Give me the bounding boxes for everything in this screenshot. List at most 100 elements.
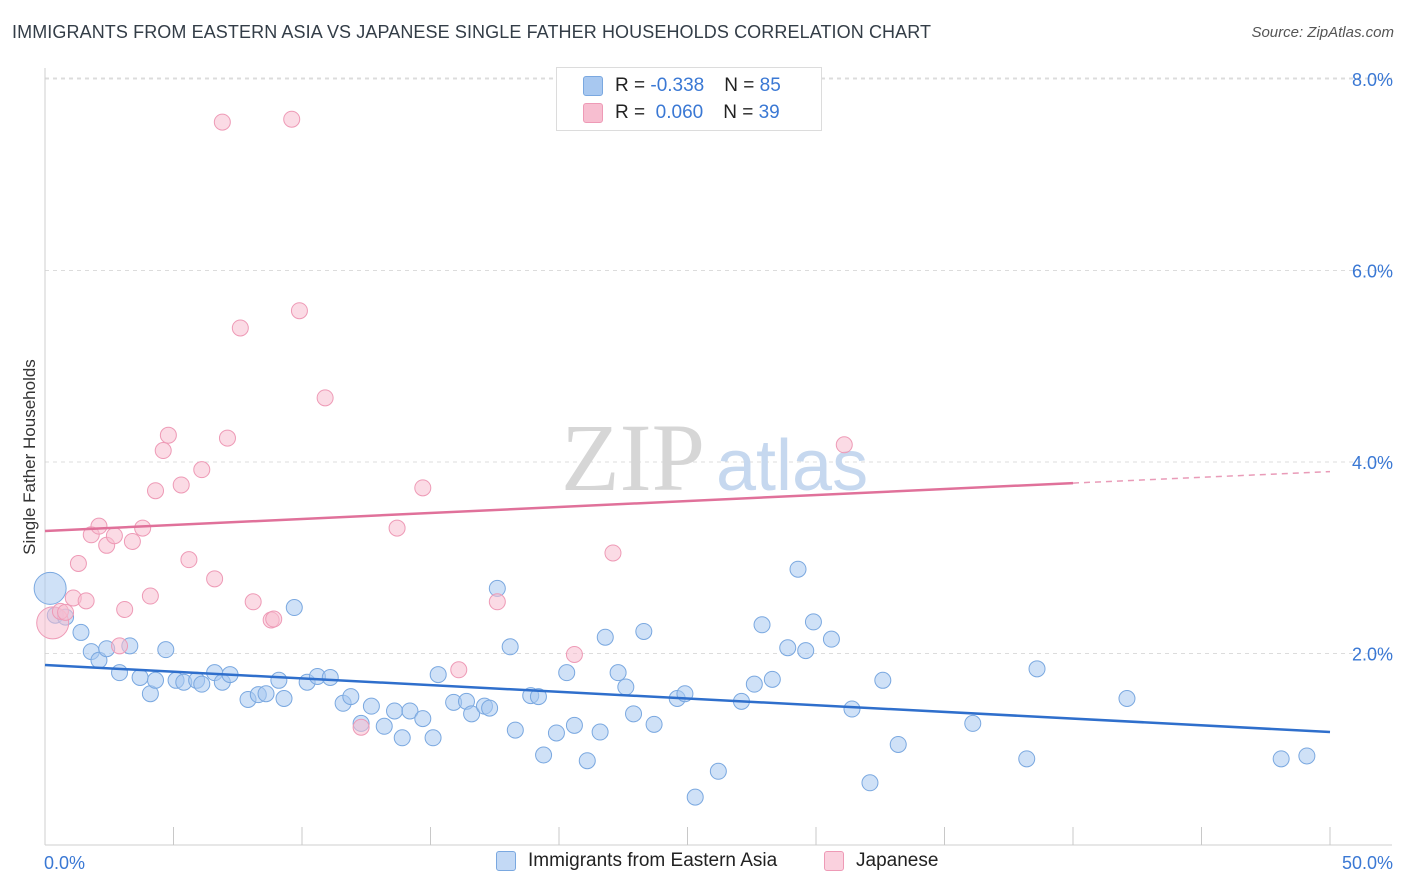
legend-n-value: 39: [758, 102, 780, 123]
point-eastern-asia: [33, 571, 67, 605]
point-eastern-asia: [111, 664, 129, 682]
point-eastern-asia: [147, 671, 165, 689]
point-eastern-asia: [843, 700, 861, 718]
point-japanese: [265, 610, 283, 628]
trend-lines: [44, 470, 1331, 734]
point-eastern-asia: [424, 729, 442, 747]
legend-swatch-blue: [583, 76, 603, 96]
point-japanese: [69, 554, 87, 572]
point-eastern-asia: [393, 729, 411, 747]
point-eastern-asia: [591, 723, 609, 741]
point-eastern-asia: [157, 641, 175, 659]
x-axis-min-label: 0.0%: [44, 853, 85, 873]
point-eastern-asia: [285, 599, 303, 617]
point-eastern-asia: [321, 668, 339, 686]
point-eastern-asia: [463, 705, 481, 723]
point-eastern-asia: [635, 622, 653, 640]
legend-n-label: N =: [723, 102, 759, 123]
point-eastern-asia: [779, 639, 797, 657]
point-eastern-asia: [889, 735, 907, 753]
legend-r-value: -0.338: [650, 75, 705, 96]
point-eastern-asia: [1272, 750, 1290, 768]
point-eastern-asia: [401, 702, 419, 720]
point-eastern-asia: [270, 671, 288, 689]
point-eastern-asia: [1298, 747, 1316, 765]
point-eastern-asia: [414, 710, 432, 728]
point-japanese: [193, 461, 211, 479]
point-eastern-asia: [789, 560, 807, 578]
point-japanese: [154, 442, 172, 460]
point-japanese: [316, 389, 334, 407]
point-eastern-asia: [625, 705, 643, 723]
point-japanese: [105, 527, 123, 545]
legend-n-value: 85: [759, 75, 781, 96]
point-eastern-asia: [275, 690, 293, 708]
point-japanese: [134, 519, 152, 537]
point-eastern-asia: [342, 688, 360, 706]
point-eastern-asia: [645, 715, 663, 733]
y-axis-label: Single Father Households: [20, 359, 39, 555]
x-axis-ticks: [173, 827, 1331, 845]
point-japanese: [141, 587, 159, 605]
point-japanese: [111, 637, 129, 655]
point-japanese: [283, 110, 301, 128]
point-japanese: [159, 426, 177, 444]
point-eastern-asia: [745, 675, 763, 693]
point-eastern-asia: [386, 702, 404, 720]
data-points: [33, 110, 1316, 806]
y-tick-label: 4.0%: [1352, 453, 1393, 473]
point-japanese: [414, 479, 432, 497]
legend-swatch-blue: [496, 851, 516, 871]
point-eastern-asia: [763, 670, 781, 688]
point-japanese: [90, 517, 108, 535]
point-eastern-asia: [1028, 660, 1046, 678]
y-tick-label: 8.0%: [1352, 70, 1393, 90]
watermark-zip: ZIP: [561, 404, 705, 511]
point-eastern-asia: [804, 613, 822, 631]
legend-row-eastern-asia: R = -0.338 N = 85: [583, 73, 781, 99]
legend-r-label: R =: [615, 75, 651, 96]
legend-box: R = -0.338 N = 85 R = 0.060 N = 39: [556, 67, 822, 131]
point-eastern-asia: [709, 762, 727, 780]
point-eastern-asia: [578, 752, 596, 770]
legend-item-label: Japanese: [856, 850, 939, 871]
point-eastern-asia: [797, 642, 815, 660]
x-axis-max-label: 50.0%: [1342, 853, 1393, 873]
point-eastern-asia: [1018, 750, 1036, 768]
point-japanese: [450, 661, 468, 679]
point-eastern-asia: [429, 666, 447, 684]
legend-item-japanese: Japanese: [824, 850, 938, 872]
point-eastern-asia: [617, 678, 635, 696]
y-axis-tick-labels: 2.0% 4.0% 6.0% 8.0%: [1352, 70, 1393, 665]
point-japanese: [206, 570, 224, 588]
point-japanese: [180, 551, 198, 569]
point-eastern-asia: [558, 664, 576, 682]
point-eastern-asia: [1118, 690, 1136, 708]
point-eastern-asia: [874, 671, 892, 689]
point-japanese: [244, 593, 262, 611]
point-japanese: [388, 519, 406, 537]
legend-r-value: 0.060: [650, 102, 704, 123]
point-eastern-asia: [257, 685, 275, 703]
axes: [44, 68, 1392, 846]
legend-swatch-pink: [583, 103, 603, 123]
legend-item-label: Immigrants from Eastern Asia: [528, 850, 778, 871]
legend-item-eastern-asia: Immigrants from Eastern Asia: [496, 850, 777, 872]
point-japanese: [57, 603, 75, 621]
point-japanese: [835, 436, 853, 454]
point-eastern-asia: [72, 623, 90, 641]
point-eastern-asia: [686, 788, 704, 806]
point-eastern-asia: [193, 675, 211, 693]
point-eastern-asia: [501, 638, 519, 656]
legend-r-label: R =: [615, 102, 651, 123]
point-eastern-asia: [362, 697, 380, 715]
point-eastern-asia: [964, 714, 982, 732]
point-japanese: [213, 113, 231, 131]
point-eastern-asia: [506, 721, 524, 739]
point-eastern-asia: [529, 688, 547, 706]
point-japanese: [147, 482, 165, 500]
point-japanese: [77, 592, 95, 610]
point-japanese: [172, 476, 190, 494]
point-japanese: [488, 593, 506, 611]
